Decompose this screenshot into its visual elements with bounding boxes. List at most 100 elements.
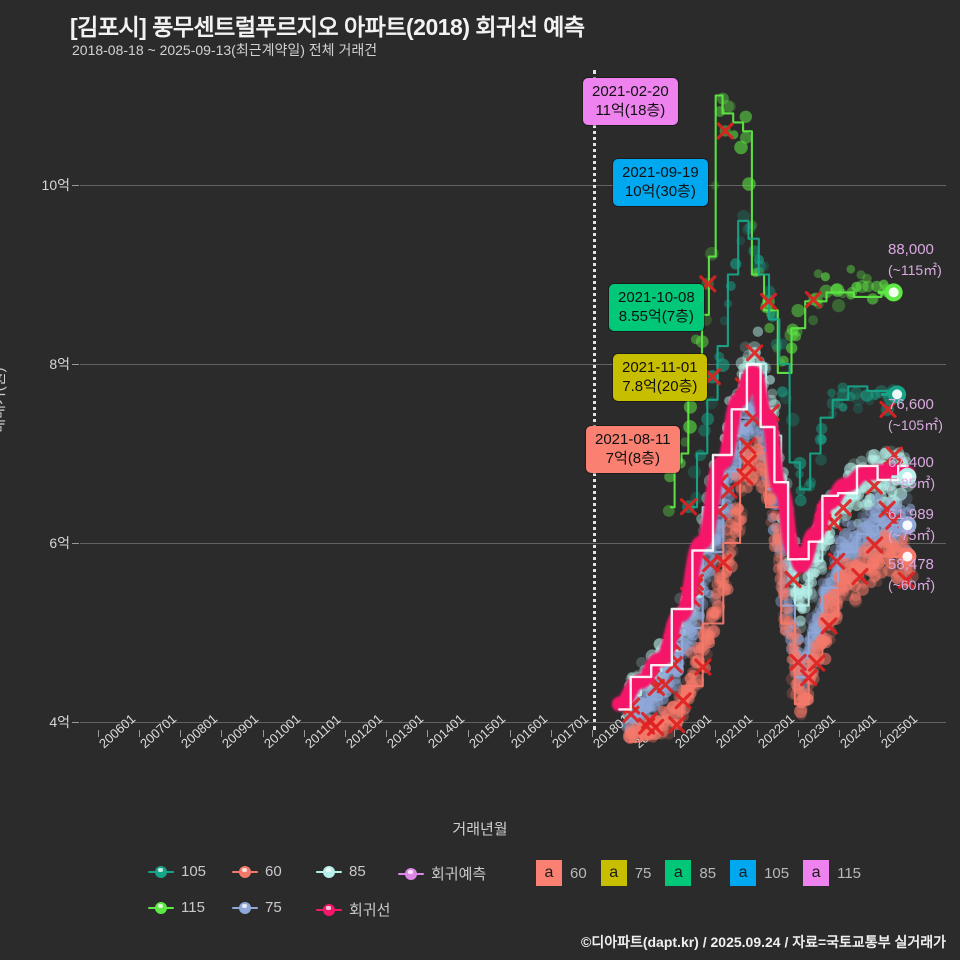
scatter-point (851, 281, 862, 293)
scatter-point (817, 434, 827, 445)
scatter-point (813, 559, 828, 573)
scatter-point (867, 293, 879, 305)
legend-item-115[interactable]: 115 (148, 899, 205, 916)
scatter-point (705, 589, 714, 599)
cancelled-deal-x-marker (647, 718, 665, 736)
scatter-point (767, 512, 778, 523)
x-tick-label: 200901 (219, 710, 262, 752)
y-axis-title: 매매가(원) (0, 367, 8, 433)
x-tick-label: 202101 (713, 710, 756, 752)
scatter-point (724, 100, 736, 113)
x-axis-ticks: 200601 200701 200801 200901 201001 201101 2012… (80, 710, 946, 820)
legend-marker-icon (398, 866, 424, 882)
cancelled-deal-x-marker (789, 653, 807, 671)
scatter-point (840, 573, 852, 584)
scatter-point (767, 388, 778, 399)
gridline-y (80, 185, 946, 186)
x-tick-mark (591, 730, 593, 737)
scatter-point (768, 399, 781, 413)
legend-badge-115[interactable]: a (803, 860, 830, 886)
scatter-point (740, 425, 750, 436)
x-tick-label: 201601 (507, 710, 550, 752)
scatter-point (846, 520, 857, 531)
scatter-point (719, 316, 730, 326)
scatter-point (656, 725, 669, 738)
legend-item-85[interactable]: 85 (316, 863, 366, 880)
legend-badge-105[interactable]: a (730, 860, 757, 886)
x-tick-label: 201701 (548, 710, 592, 752)
legend-badge-85[interactable]: a (665, 860, 692, 886)
scatter-point (894, 541, 905, 552)
callout-price: 11억(18층) (595, 102, 666, 119)
scatter-point (765, 375, 775, 385)
legend-label: 75 (265, 899, 282, 916)
scatter-point (698, 424, 711, 437)
x-tick-label: 202301 (795, 710, 838, 752)
x-tick-mark (550, 730, 552, 737)
scatter-point (688, 628, 700, 641)
y-tick-label: 6억 (49, 535, 70, 551)
right-value-area: (~75㎡) (888, 527, 936, 543)
scatter-point (769, 510, 780, 521)
scatter-point (868, 449, 881, 461)
scatter-point (687, 669, 698, 680)
scatter-point (897, 533, 911, 546)
scatter-point (703, 569, 717, 583)
scatter-point (766, 509, 776, 519)
scatter-point (820, 272, 831, 282)
x-tick-label: 200701 (137, 710, 180, 752)
scatter-point (647, 698, 660, 712)
scatter-point (818, 565, 828, 575)
gridline-y (80, 543, 946, 544)
scatter-point (884, 559, 895, 570)
scatter-point (839, 528, 853, 542)
x-tick-mark (262, 730, 264, 737)
scatter-point (785, 631, 795, 640)
x-tick-mark (756, 730, 758, 737)
scatter-point (813, 269, 823, 279)
x-tick-mark (838, 730, 840, 737)
scatter-point (895, 494, 904, 504)
scatter-point (795, 709, 807, 721)
scatter-point (795, 602, 805, 612)
scatter-point (846, 264, 856, 274)
scatter-point (770, 522, 780, 533)
gridline-y (80, 364, 946, 365)
legend-item-회귀선[interactable]: 회귀선 (316, 899, 390, 920)
scatter-point (737, 209, 750, 223)
footer-credit: ©디아파트(dapt.kr) / 2025.09.24 / 자료=국토교통부 실… (581, 934, 946, 950)
scatter-point (832, 299, 846, 313)
cancelled-deal-x-marker (866, 536, 884, 554)
scatter-point (683, 635, 695, 646)
annotation-callout-60[interactable]: 2021-08-11 7억(8층) (586, 426, 680, 473)
scatter-point (860, 511, 870, 521)
scatter-point (765, 517, 775, 527)
scatter-point (692, 610, 703, 621)
scatter-point (879, 447, 890, 458)
annotation-callout-85[interactable]: 2021-10-08 8.55억(7층) (609, 284, 704, 331)
legend-item-75[interactable]: 75 (232, 899, 282, 916)
scatter-point (744, 221, 757, 234)
scatter-point (815, 454, 827, 466)
scatter-point (827, 588, 840, 601)
annotation-callout-75[interactable]: 2021-11-01 7.8억(20층) (613, 354, 707, 401)
annotation-callout-105[interactable]: 2021-09-19 10억(30층) (613, 159, 708, 206)
legend-item-회귀예측[interactable]: 회귀예측 (398, 863, 486, 884)
cancelled-deal-x-marker (656, 676, 674, 694)
scatter-point (838, 403, 848, 412)
legend-item-60[interactable]: 60 (232, 863, 282, 880)
legend-badge-60[interactable]: a (536, 860, 562, 886)
scatter-point (894, 504, 906, 516)
scatter-point (865, 396, 875, 406)
scatter-point (722, 583, 734, 596)
x-tick-mark (303, 730, 305, 737)
annotation-callout-115[interactable]: 2021-02-20 11억(18층) (583, 78, 678, 125)
page-title: [김포시] 풍무센트럴푸르지오 아파트(2018) 회귀선 예측 (70, 14, 585, 40)
legend-badge-label: 115 (837, 864, 862, 882)
legend-badge-label: 85 (699, 864, 717, 882)
cancelled-deal-x-marker (759, 292, 778, 310)
legend-badge-75[interactable]: a (600, 860, 627, 886)
x-tick-mark (344, 730, 346, 737)
right-value-amount: 58,478 (888, 556, 934, 573)
legend-item-105[interactable]: 105 (148, 863, 206, 880)
